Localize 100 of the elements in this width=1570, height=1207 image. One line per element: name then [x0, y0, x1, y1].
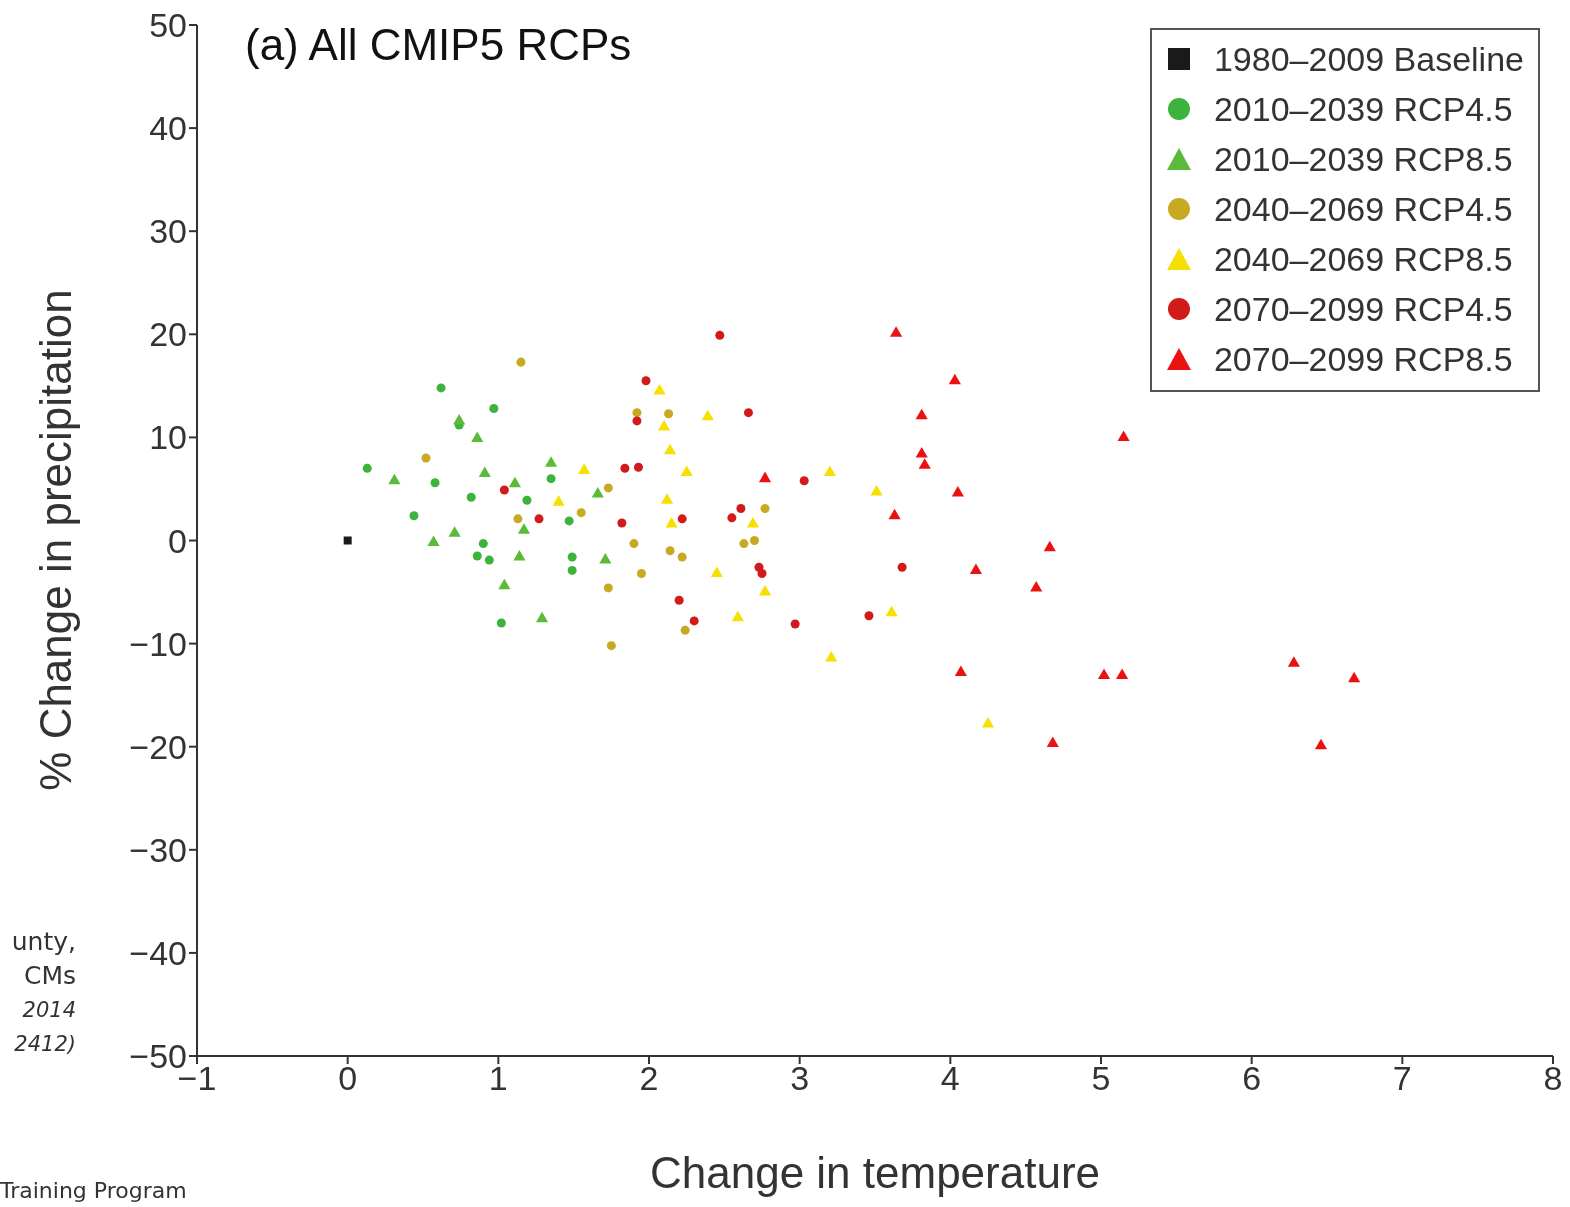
- y-tick-label: 30: [149, 212, 187, 251]
- point: [430, 478, 440, 488]
- point: [715, 330, 725, 340]
- legend-label: 2070–2099 RCP8.5: [1213, 339, 1513, 379]
- point: [1043, 540, 1056, 552]
- point: [680, 465, 693, 476]
- point: [498, 578, 511, 590]
- point: [576, 508, 586, 518]
- x-tick-label: 0: [338, 1059, 358, 1098]
- legend-label: 2010–2039 RCP4.5: [1213, 89, 1513, 129]
- point: [799, 476, 809, 486]
- point: [736, 504, 746, 514]
- point: [665, 546, 675, 556]
- point: [496, 618, 506, 628]
- point: [436, 383, 446, 393]
- point: [484, 555, 494, 565]
- y-tick-label: −10: [129, 624, 187, 663]
- legend-label: 2010–2039 RCP8.5: [1213, 139, 1513, 179]
- y-tick-label: 50: [149, 6, 187, 45]
- point: [981, 717, 995, 728]
- point: [599, 553, 612, 564]
- y-tick-label: 40: [149, 109, 187, 148]
- point: [823, 465, 836, 476]
- text: 2412): [13, 1031, 76, 1058]
- point: [499, 485, 509, 495]
- point: [409, 511, 419, 521]
- text: Training Program: [0, 1178, 187, 1203]
- point: [629, 539, 639, 549]
- point: [564, 516, 574, 526]
- point: [915, 408, 928, 420]
- point: [1314, 738, 1328, 750]
- legend-label: 2040–2069 RCP8.5: [1213, 239, 1513, 279]
- x-tick-label: 4: [940, 1059, 960, 1098]
- point: [653, 383, 666, 395]
- point: [522, 495, 532, 505]
- legend-label: 1980–2009 Baseline: [1213, 39, 1524, 79]
- y-tick-label: 0: [168, 521, 187, 560]
- point: [472, 551, 482, 561]
- x-tick-label: 7: [1392, 1059, 1412, 1098]
- point: [665, 516, 678, 528]
- point: [535, 611, 549, 623]
- point: [567, 565, 577, 575]
- x-tick-label: 6: [1242, 1059, 1262, 1098]
- point: [739, 539, 749, 549]
- point: [743, 408, 753, 418]
- point: [489, 404, 499, 414]
- y-tick-label: −20: [129, 727, 187, 766]
- x-axis-title: Change in temperature: [648, 1148, 1102, 1198]
- point: [513, 549, 526, 561]
- point: [760, 504, 770, 514]
- point: [603, 583, 613, 593]
- point: [633, 462, 643, 472]
- point: [954, 665, 967, 676]
- point: [790, 619, 800, 629]
- point: [1097, 668, 1111, 680]
- point: [731, 610, 744, 622]
- point: [516, 357, 526, 367]
- point: [508, 476, 521, 488]
- x-tick-label: 1: [488, 1059, 508, 1098]
- legend-label: 2040–2069 RCP4.5: [1213, 189, 1513, 229]
- point: [471, 431, 484, 442]
- point: [578, 463, 591, 474]
- point: [343, 536, 352, 545]
- point: [680, 625, 690, 635]
- point: [677, 514, 687, 524]
- point: [567, 552, 577, 562]
- point: [603, 483, 613, 493]
- text: CMs: [22, 960, 76, 992]
- point: [620, 463, 630, 473]
- point: [888, 508, 901, 520]
- y-tick-label: −30: [129, 830, 187, 869]
- point: [664, 409, 674, 419]
- point: [421, 453, 431, 463]
- x-tick-label: 3: [790, 1059, 810, 1098]
- point: [701, 409, 714, 421]
- point: [948, 373, 961, 385]
- point: [1287, 656, 1300, 667]
- point: [915, 446, 928, 458]
- point: [825, 651, 838, 662]
- y-tick-label: 20: [149, 315, 187, 354]
- point: [969, 563, 983, 574]
- point: [758, 471, 772, 483]
- point: [1117, 430, 1130, 441]
- point: [746, 516, 760, 528]
- point: [478, 539, 488, 549]
- point: [864, 611, 874, 621]
- y-axis-title: % Change in precipitation: [31, 289, 81, 791]
- point: [641, 376, 651, 386]
- point: [918, 458, 931, 469]
- y-tick-label: −40: [129, 933, 187, 972]
- point: [757, 568, 767, 578]
- point: [448, 526, 461, 537]
- text: 2014: [21, 997, 76, 1024]
- point: [534, 514, 544, 524]
- text: unty,: [11, 926, 76, 958]
- point: [657, 420, 671, 431]
- point: [758, 585, 772, 596]
- point: [517, 523, 531, 534]
- point: [617, 518, 627, 528]
- point: [466, 492, 476, 502]
